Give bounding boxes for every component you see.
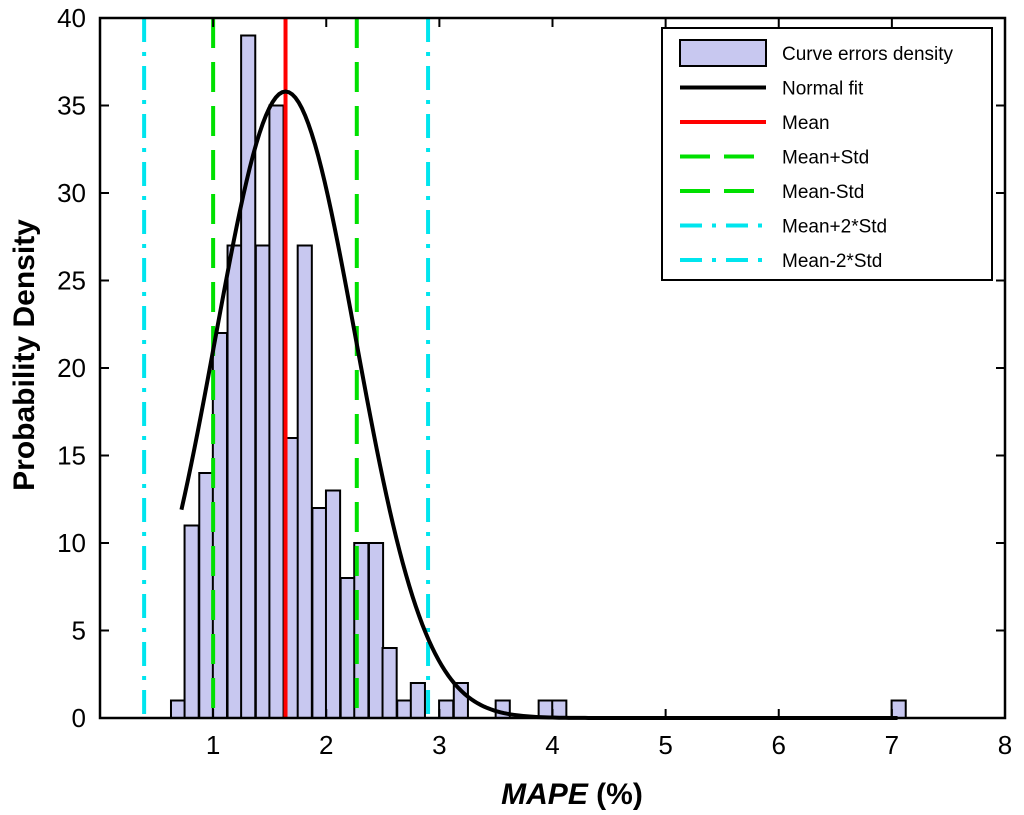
legend-label: Mean+Std bbox=[782, 148, 869, 169]
histogram-bar bbox=[268, 104, 285, 719]
histogram-bar bbox=[226, 244, 243, 719]
histogram-bar bbox=[324, 489, 342, 719]
histogram-bar bbox=[311, 507, 328, 719]
legend-label: Mean-Std bbox=[782, 182, 864, 203]
legend-label: Normal fit bbox=[782, 79, 864, 100]
histogram-bar bbox=[381, 647, 398, 719]
legend-label: Mean+2*Std bbox=[782, 217, 887, 238]
y-tick-label: 15 bbox=[57, 441, 86, 471]
y-axis-label: Probability Density bbox=[8, 219, 41, 491]
histogram-bar bbox=[890, 699, 907, 719]
histogram-bar bbox=[169, 699, 187, 719]
histogram-bar bbox=[183, 524, 200, 719]
legend: Curve errors density Normal fit Mean Mean+S… bbox=[661, 27, 993, 281]
x-tick-label: 7 bbox=[885, 730, 899, 760]
legend-box bbox=[661, 27, 993, 281]
y-tick-label: 40 bbox=[57, 3, 86, 33]
histogram-bar bbox=[296, 244, 313, 719]
legend-label: Curve errors density bbox=[782, 44, 954, 65]
x-tick-label: 4 bbox=[545, 730, 559, 760]
y-tick-label: 30 bbox=[57, 178, 86, 208]
histogram-bar bbox=[339, 577, 356, 719]
y-tick-label: 10 bbox=[57, 528, 86, 558]
x-tick-label: 2 bbox=[319, 730, 333, 760]
histogram-bar bbox=[438, 699, 455, 719]
histogram-bar bbox=[367, 542, 385, 719]
histogram-bar bbox=[551, 699, 568, 719]
y-tick-label: 20 bbox=[57, 353, 86, 383]
x-tick-label: 8 bbox=[998, 730, 1012, 760]
x-tick-label: 5 bbox=[658, 730, 672, 760]
y-tick-label: 25 bbox=[57, 266, 86, 296]
histogram-bars bbox=[169, 34, 907, 719]
y-tick-label: 5 bbox=[72, 616, 86, 646]
y-tick-label: 35 bbox=[57, 91, 86, 121]
histogram-bar bbox=[254, 244, 271, 719]
x-axis-label-unit: (%) bbox=[588, 778, 643, 811]
x-axis-label: MAPE (%) bbox=[501, 778, 643, 811]
y-tick-label: 0 bbox=[72, 703, 86, 733]
reference-lines bbox=[142, 18, 431, 718]
legend-label: Mean-2*Std bbox=[782, 251, 882, 272]
x-tick-label: 1 bbox=[206, 730, 220, 760]
legend-label: Mean bbox=[782, 113, 830, 134]
histogram-bar bbox=[396, 699, 413, 719]
x-tick-label: 3 bbox=[432, 730, 446, 760]
histogram-bar bbox=[240, 34, 257, 719]
x-tick-label: 6 bbox=[772, 730, 786, 760]
legend-swatch bbox=[679, 39, 767, 67]
axis-ticks: 1 2 3 4 5 6 7 8 0 5 10 15 20 25 30 35 40 bbox=[57, 3, 1012, 760]
x-axis-label-main: MAPE bbox=[501, 778, 589, 811]
histogram-bar bbox=[409, 682, 426, 719]
